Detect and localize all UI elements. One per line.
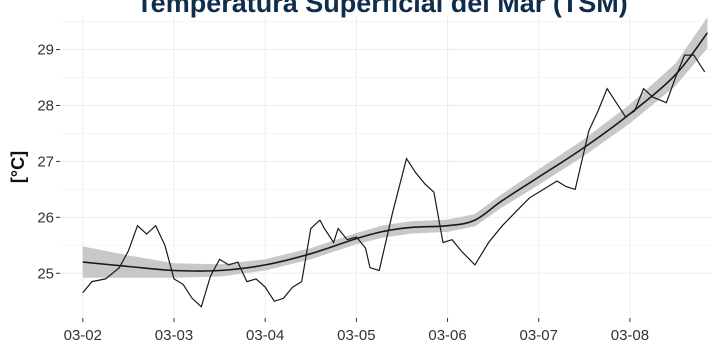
x-tick-label: 03-04 xyxy=(246,327,284,344)
observed-series-line xyxy=(82,54,706,308)
y-tick-label: 26 xyxy=(37,209,54,226)
x-tick-label: 03-03 xyxy=(155,327,193,344)
chart-title: Temperatura Superficial del Mar (TSM) xyxy=(136,0,628,18)
trend-series-line xyxy=(82,32,709,272)
y-tick-label: 25 xyxy=(37,265,54,282)
y-tick-label: 27 xyxy=(37,153,54,170)
x-tick-label: 03-07 xyxy=(520,327,558,344)
x-tick-label: 03-08 xyxy=(611,327,649,344)
x-tick-label: 03-02 xyxy=(64,327,102,344)
x-axis: 03-02 03-03 03-04 03-05 03-06 03-07 03-08 xyxy=(64,318,649,344)
grid-lines xyxy=(60,16,712,318)
trend-confidence-band xyxy=(82,17,708,278)
y-tick-label: 29 xyxy=(37,42,54,59)
x-tick-label: 03-06 xyxy=(428,327,466,344)
y-axis-label: [°C] xyxy=(8,151,28,183)
y-tick-label: 28 xyxy=(37,97,54,114)
y-axis: 25 26 27 28 29 xyxy=(37,42,60,282)
x-tick-label: 03-05 xyxy=(337,327,375,344)
